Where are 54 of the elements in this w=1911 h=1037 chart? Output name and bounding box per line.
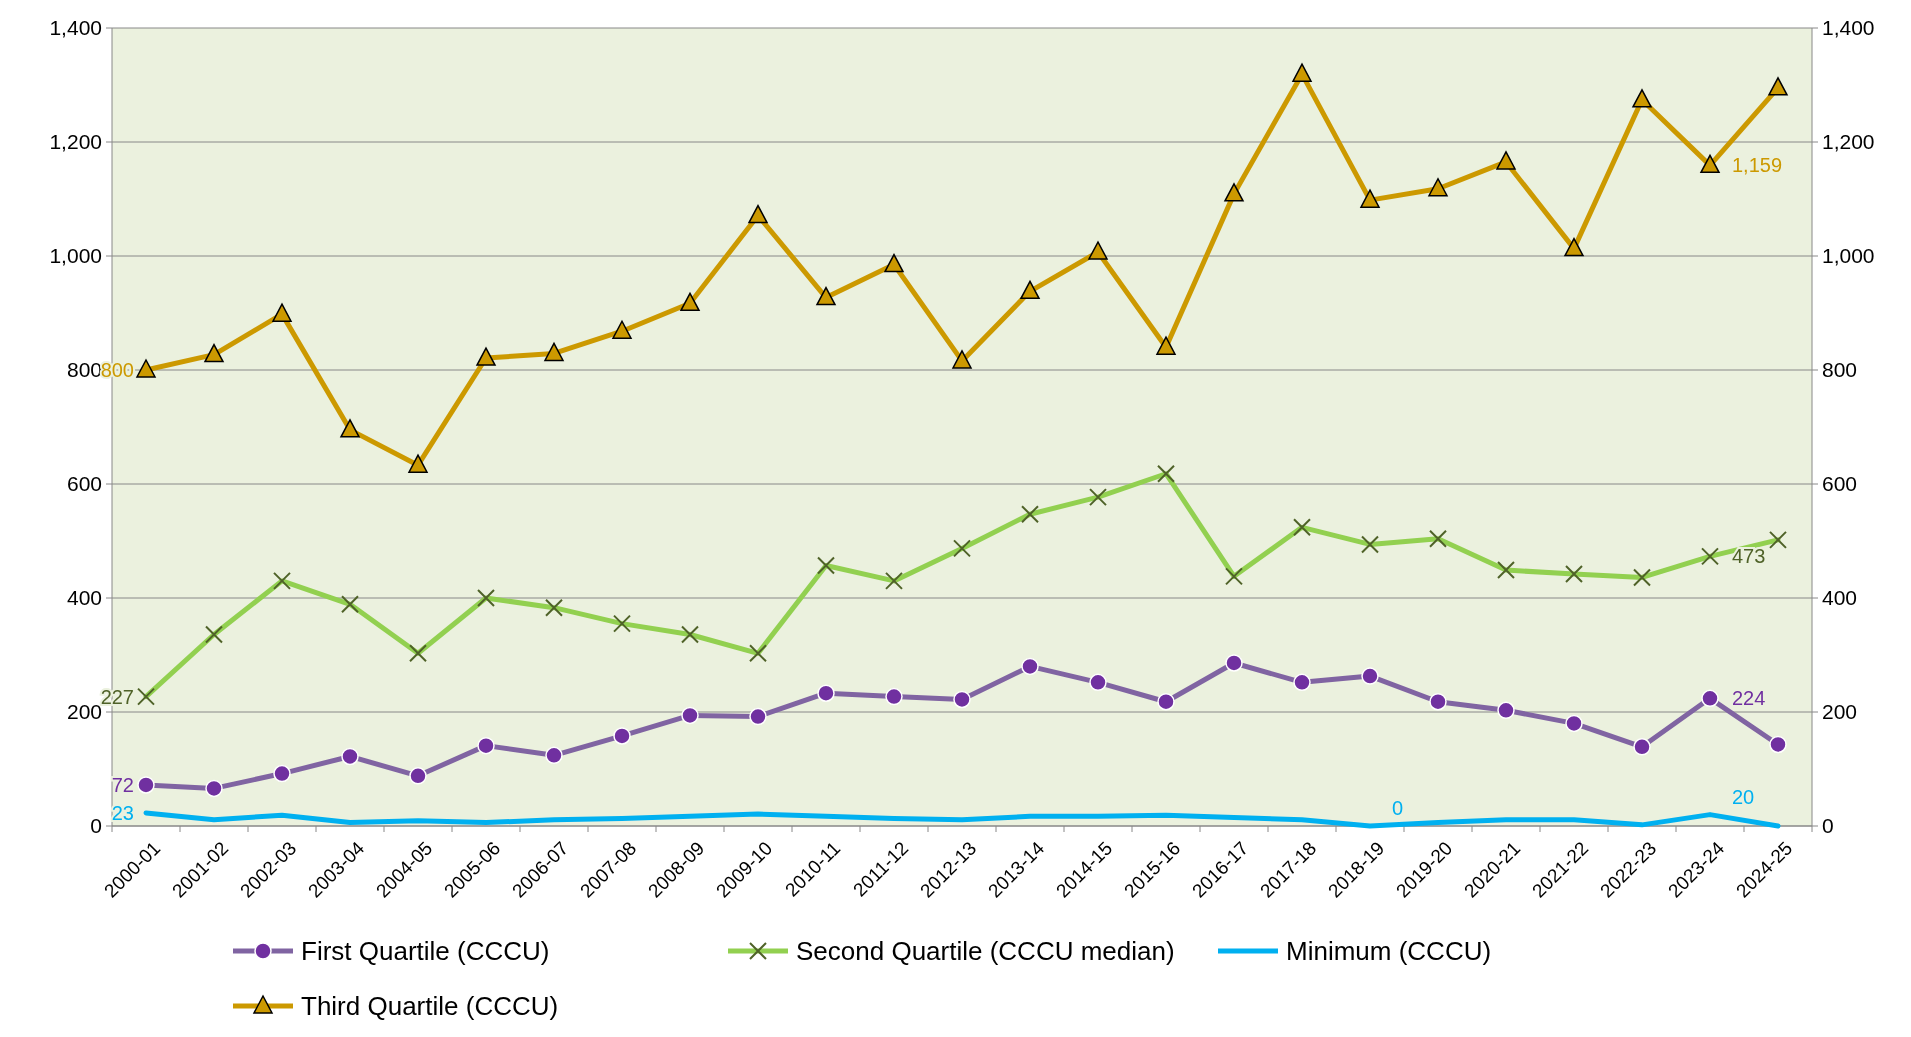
point [1768,77,1788,96]
point [1564,237,1584,257]
y2-tick-label: 1,000 [1822,244,1875,268]
point [204,343,224,363]
data-label: 800 [100,359,134,381]
data-label: 227 [100,685,134,708]
y2-tick-label: 400 [1822,586,1858,610]
point [1224,183,1244,202]
legend-label: Minimum (CCCU) [1286,936,1492,967]
point [1088,241,1108,260]
point [544,342,564,362]
y-tick-label: 0 [90,814,102,838]
point [816,286,836,306]
y-tick-label: 1,000 [49,244,102,268]
y-tick-label: 800 [66,358,102,382]
y2-tick-label: 1,200 [1822,130,1875,154]
point [952,350,972,369]
y2-tick-label: 800 [1822,358,1858,382]
y-tick-label: 400 [66,586,102,610]
y2-tick-label: 200 [1822,700,1858,724]
point [748,204,768,224]
point [1632,89,1652,108]
point [1292,63,1312,82]
point [1700,154,1720,174]
y2-tick-label: 0 [1822,814,1834,838]
data-label: 1,159 [1732,154,1783,177]
data-label: 0 [1392,797,1404,819]
data-label: 72 [111,773,134,796]
data-label: 23 [111,801,134,824]
point [1360,189,1380,208]
point [1020,280,1040,300]
point [612,320,632,339]
point [408,454,428,473]
y-tick-label: 600 [66,472,102,496]
point [1428,177,1448,197]
y-tick-label: 1,400 [49,16,102,40]
point [340,419,360,438]
point [1156,336,1176,355]
data-label: 20 [1732,785,1755,808]
y-tick-label: 200 [66,700,102,724]
legend-label: Third Quartile (CCCU) [301,991,559,1022]
point [136,359,156,378]
data-label: 473 [1732,545,1766,568]
data-label: 224 [1732,687,1766,710]
point [476,347,496,366]
y-tick-label: 1,200 [49,130,102,154]
point [884,253,904,273]
y2-tick-label: 600 [1822,472,1858,496]
point [272,303,292,322]
legend-label: First Quartile (CCCU) [301,936,550,967]
y2-tick-label: 1,400 [1822,16,1875,40]
legend-label: Second Quartile (CCCU median) [796,936,1175,967]
point [1496,151,1516,170]
point [680,292,700,312]
